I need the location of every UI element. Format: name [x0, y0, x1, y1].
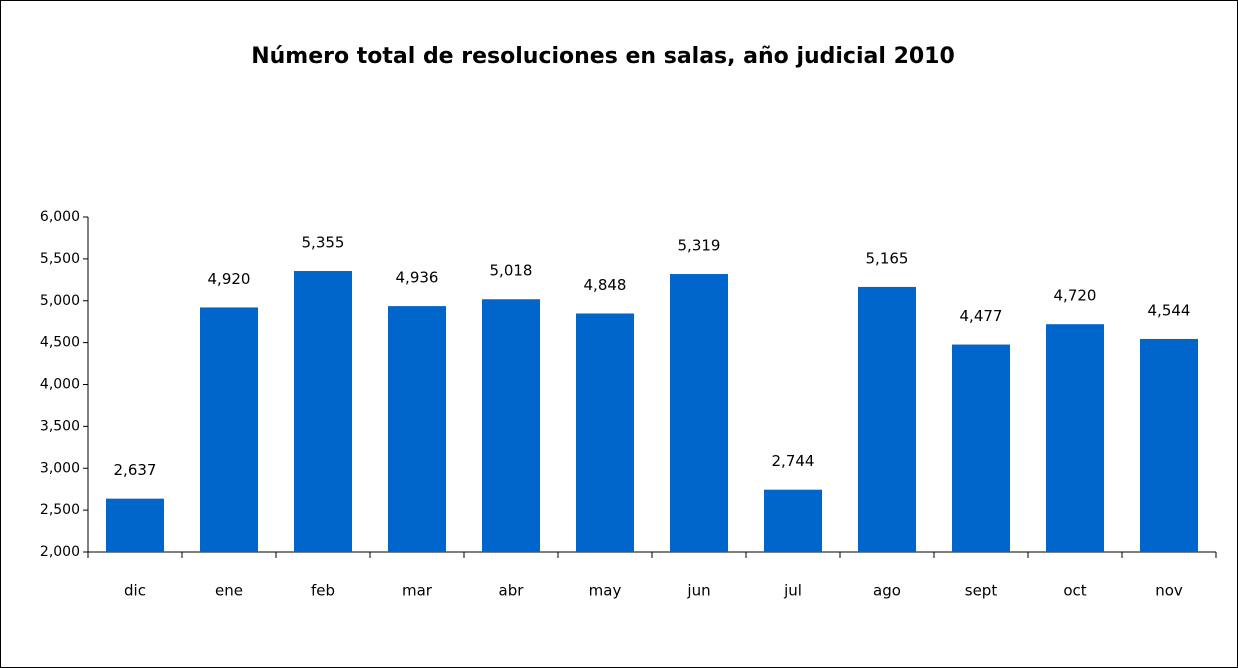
- bar: [294, 271, 352, 552]
- bar: [482, 299, 540, 552]
- y-tick-label: 5,000: [40, 293, 80, 309]
- x-tick-label: oct: [1063, 582, 1086, 600]
- bar: [200, 307, 258, 552]
- data-label: 2,744: [772, 452, 815, 470]
- bar: [106, 498, 164, 552]
- x-tick-label: abr: [499, 582, 525, 600]
- bar: [858, 286, 916, 552]
- data-label: 5,319: [678, 237, 721, 255]
- x-tick-label: mar: [402, 582, 433, 600]
- x-tick-label: jul: [783, 582, 802, 600]
- bar: [576, 313, 634, 552]
- data-label: 5,018: [490, 262, 533, 280]
- x-tick-label: ene: [215, 582, 243, 600]
- bar: [764, 489, 822, 552]
- y-tick-label: 5,500: [40, 251, 80, 267]
- data-label: 4,720: [1054, 287, 1097, 305]
- data-label: 4,477: [960, 307, 1003, 325]
- chart-title: Número total de resoluciones en salas, a…: [251, 44, 955, 69]
- y-tick-label: 3,500: [40, 418, 80, 434]
- bar: [388, 306, 446, 552]
- bar: [670, 274, 728, 552]
- y-tick-label: 2,000: [40, 544, 80, 560]
- x-tick-label: ago: [873, 582, 901, 600]
- data-label: 4,544: [1148, 301, 1191, 319]
- x-tick-label: may: [589, 582, 622, 600]
- bar: [952, 344, 1010, 552]
- y-tick-label: 3,000: [40, 460, 80, 476]
- data-label: 4,920: [208, 270, 251, 288]
- y-tick-label: 2,500: [40, 502, 80, 518]
- x-tick-label: dic: [124, 582, 146, 600]
- bar: [1140, 338, 1198, 552]
- y-tick-label: 4,000: [40, 377, 80, 393]
- x-tick-label: sept: [965, 582, 998, 600]
- y-tick-label: 6,000: [40, 209, 80, 225]
- x-tick-label: nov: [1155, 582, 1183, 600]
- x-tick-label: jun: [686, 582, 710, 600]
- x-tick-label: feb: [311, 582, 335, 600]
- y-tick-label: 4,500: [40, 335, 80, 351]
- data-label: 5,355: [302, 234, 345, 252]
- bar: [1046, 324, 1104, 552]
- data-label: 2,637: [114, 461, 157, 479]
- data-label: 5,165: [866, 249, 909, 267]
- data-label: 4,936: [396, 269, 439, 287]
- data-label: 4,848: [584, 276, 627, 294]
